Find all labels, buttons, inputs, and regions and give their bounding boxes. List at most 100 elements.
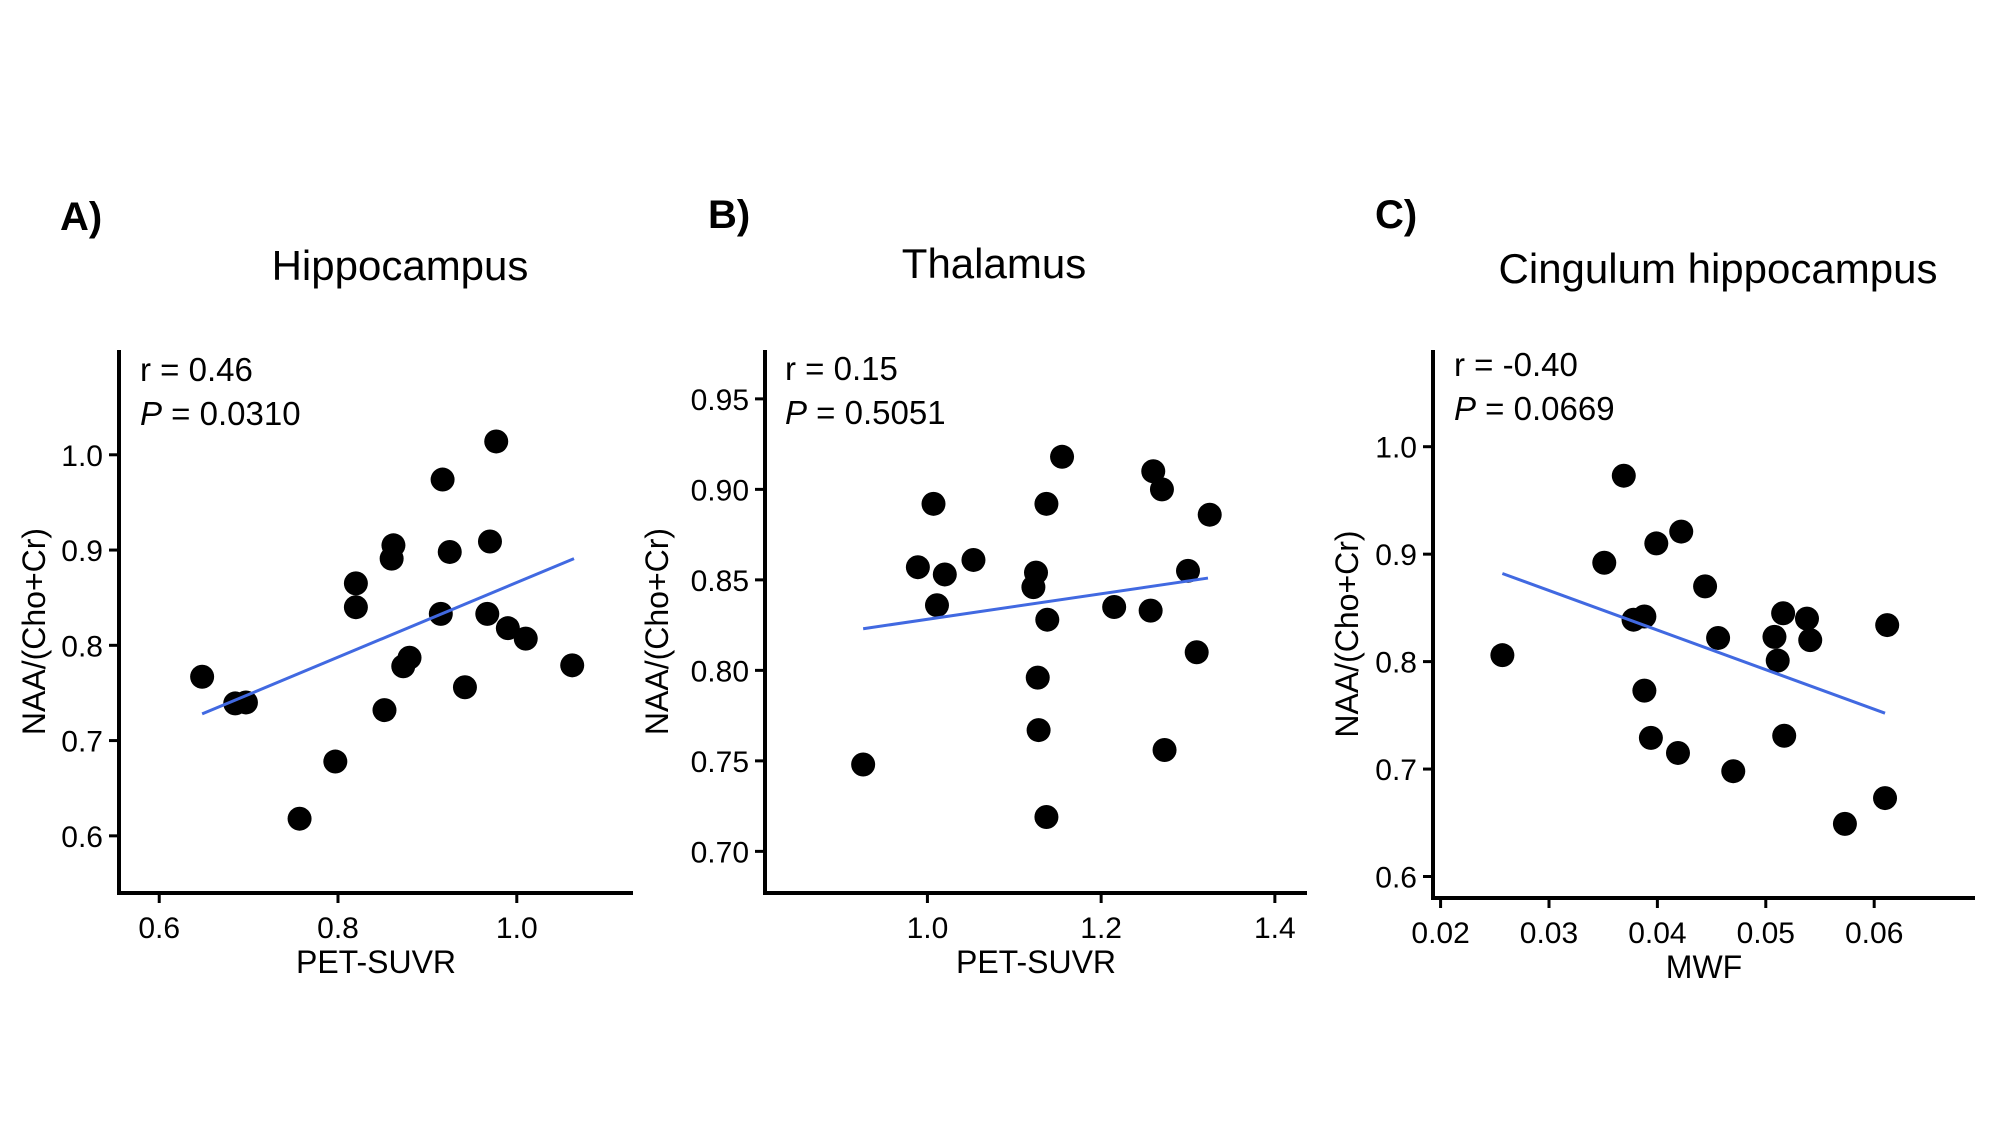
x-axis-title: PET-SUVR: [956, 944, 1116, 980]
data-point: [343, 595, 368, 620]
data-point: [1197, 502, 1222, 527]
y-tick-label: 0.6: [1375, 862, 1417, 895]
data-point: [1149, 477, 1174, 502]
panel-a-label: A): [60, 195, 102, 239]
regression-line: [201, 557, 575, 716]
data-point: [1638, 725, 1663, 750]
p-number: = 0.5051: [807, 394, 946, 431]
data-point: [372, 698, 397, 723]
x-tick-label: 0.04: [1628, 917, 1686, 950]
p-symbol: P: [140, 395, 162, 432]
data-point: [397, 645, 422, 670]
data-point: [921, 491, 946, 516]
panel-c-label: C): [1375, 193, 1417, 237]
y-tick-label: 0.95: [691, 384, 749, 417]
y-tick-label: 0.90: [691, 474, 749, 507]
y-tick-label: 0.8: [1375, 647, 1417, 680]
data-point: [1762, 624, 1787, 649]
data-point: [287, 806, 312, 831]
x-tick-label: 0.02: [1411, 917, 1469, 950]
data-point: [1644, 531, 1669, 556]
data-point: [1102, 595, 1127, 620]
data-point: [932, 562, 957, 587]
y-tick-label: 1.0: [1375, 432, 1417, 465]
data-point: [1592, 550, 1617, 575]
x-axis-title: MWF: [1666, 949, 1742, 985]
data-point: [343, 571, 368, 596]
data-point: [1034, 804, 1059, 829]
data-point: [484, 429, 509, 454]
regression-line: [1501, 572, 1886, 715]
data-point: [1490, 643, 1515, 668]
data-point: [1034, 491, 1059, 516]
x-tick-label: 1.0: [496, 912, 538, 945]
data-point: [1832, 811, 1857, 836]
panel-b: B) Thalamus 0.70 0.75 0.80 0.85 0.90 0.95 1.0 1…: [639, 193, 1307, 980]
data-point: [1798, 628, 1823, 653]
panel-a-plot: 0.6 0.7 0.8 0.9 1.0 0.6 0.8 1.0 PET-SUVR NAA/(Cho…: [16, 350, 633, 980]
data-point: [477, 529, 502, 554]
panel-c-title: Cingulum hippocampus: [1499, 245, 1938, 292]
data-point: [513, 626, 538, 651]
data-point: [1771, 601, 1796, 626]
x-tick-label: 0.05: [1737, 917, 1795, 950]
y-tick-label: 0.9: [1375, 539, 1417, 572]
panel-b-plot: 0.70 0.75 0.80 0.85 0.90 0.95 1.0 1.2 1.4 PET-SUV…: [639, 350, 1307, 980]
y-tick-label: 1.0: [61, 440, 103, 473]
data-point: [381, 533, 406, 558]
data-point: [1669, 519, 1694, 544]
x-tick-label: 0.06: [1845, 917, 1903, 950]
y-tick-label: 0.6: [61, 821, 103, 854]
panel-a: A) Hippocampus 0.6 0.7 0.8 0.9 1.0 0.6 0.8 1.0 P…: [16, 195, 633, 980]
panel-b-r-value: r = 0.15: [785, 350, 898, 387]
panel-b-p-value: P = 0.5051: [785, 394, 946, 431]
data-point: [1693, 574, 1718, 599]
y-tick-label: 0.85: [691, 565, 749, 598]
x-tick-label: 1.2: [1080, 912, 1122, 945]
data-point: [560, 653, 585, 678]
data-point: [1794, 606, 1819, 631]
p-number: = 0.0669: [1476, 390, 1615, 427]
x-tick-label: 0.03: [1520, 917, 1578, 950]
data-point: [430, 467, 455, 492]
data-point: [1873, 786, 1898, 811]
data-point: [495, 616, 520, 641]
data-point: [1632, 678, 1657, 703]
data-point: [233, 690, 258, 715]
data-point: [437, 539, 462, 564]
regression-line: [862, 576, 1209, 631]
p-symbol: P: [785, 394, 807, 431]
panel-b-label: B): [708, 193, 750, 237]
data-point: [1035, 607, 1060, 632]
y-tick-label: 0.75: [691, 746, 749, 779]
panel-c-r-value: r = -0.40: [1454, 346, 1578, 383]
data-point: [1611, 463, 1636, 488]
data-point: [1706, 625, 1731, 650]
data-point: [1765, 648, 1790, 673]
y-tick-label: 0.7: [1375, 754, 1417, 787]
panel-a-r-value: r = 0.46: [140, 351, 253, 388]
data-point: [475, 601, 500, 626]
panel-c-p-value: P = 0.0669: [1454, 390, 1615, 427]
data-point: [1665, 740, 1690, 765]
x-tick-label: 1.0: [907, 912, 949, 945]
panel-c: C) Cingulum hippocampus 0.6 0.7 0.8 0.9 1.0 0…: [1329, 193, 1975, 985]
x-axis-title: PET-SUVR: [296, 944, 456, 980]
data-point: [1875, 613, 1900, 638]
y-tick-label: 0.9: [61, 535, 103, 568]
y-axis-title: NAA/(Cho+Cr): [639, 528, 675, 735]
data-point: [961, 547, 986, 572]
p-number: = 0.0310: [162, 395, 301, 432]
y-tick-label: 0.8: [61, 630, 103, 663]
x-tick-label: 0.6: [138, 912, 180, 945]
y-axis-title: NAA/(Cho+Cr): [1329, 530, 1365, 737]
panel-a-p-value: P = 0.0310: [140, 395, 301, 432]
data-point: [1138, 598, 1163, 623]
data-point: [905, 555, 930, 580]
data-point: [1176, 558, 1201, 583]
data-point: [851, 752, 876, 777]
data-point: [1772, 723, 1797, 748]
data-point: [1152, 738, 1177, 763]
data-point: [1050, 444, 1075, 469]
